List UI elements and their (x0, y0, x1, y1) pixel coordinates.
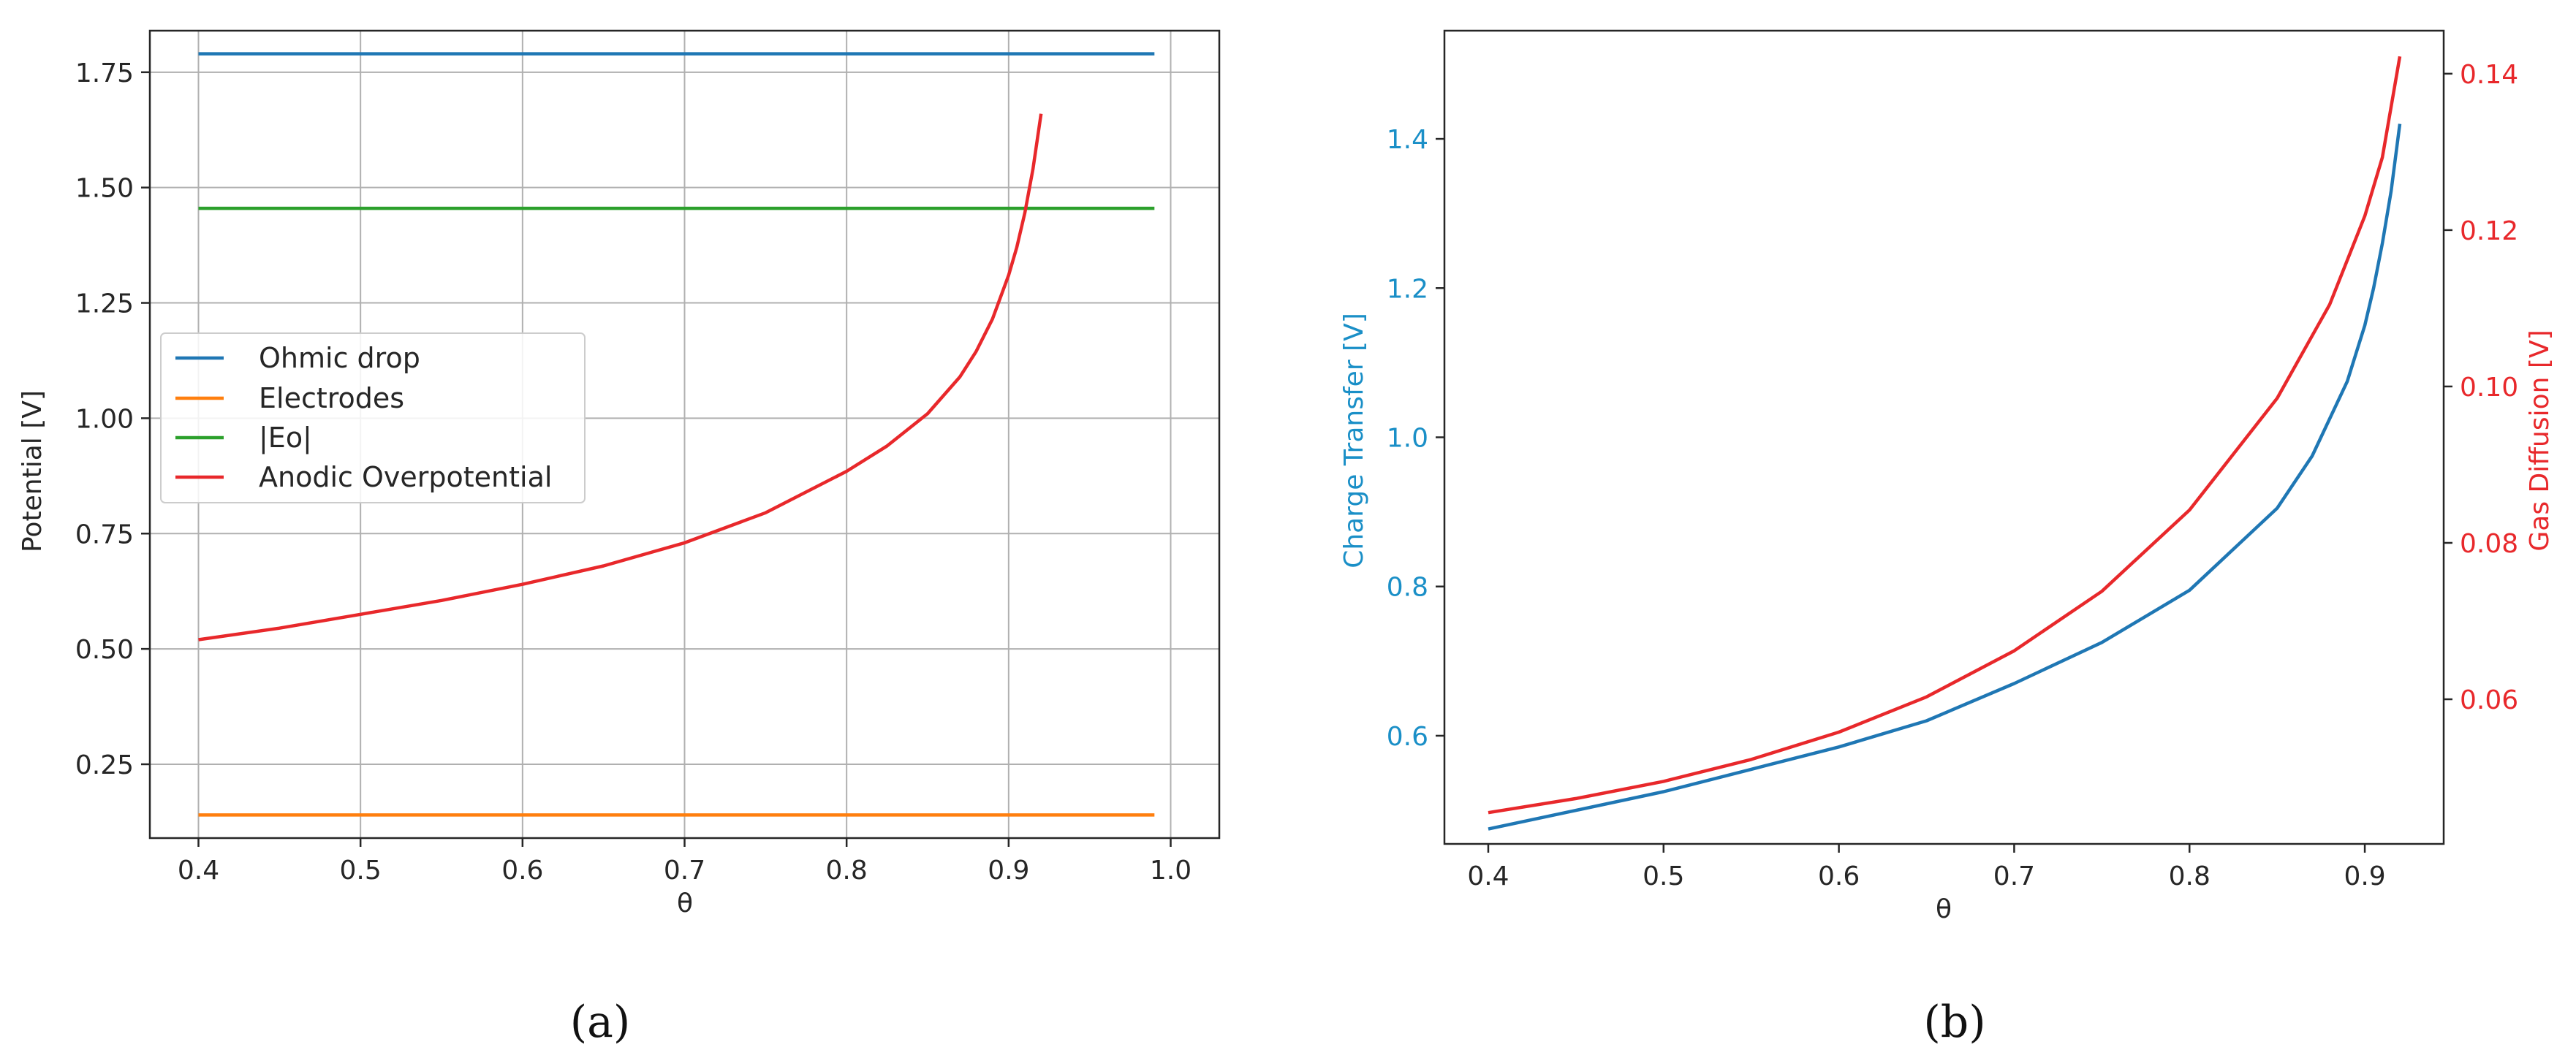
series-line-gas-diffusion (1488, 56, 2402, 815)
panel-b-right-y-ticks: 0.06 0.08 0.10 0.12 0.14 (2444, 60, 2518, 715)
panel-a-y-ticks: 0.25 0.50 0.75 1.00 1.25 1.50 1.75 (75, 58, 150, 780)
panel-a-series (198, 52, 1155, 817)
series-line-charge-transfer (1488, 123, 2402, 831)
panel-a-x-tick-label: 0.9 (988, 856, 1029, 886)
legend-label-anodic-overpotential: Anodic Overpotential (259, 461, 552, 493)
panel-b-right-y-tick-label: 0.08 (2460, 529, 2518, 559)
panel-a-chart: 0.4 0.5 0.6 0.7 0.8 0.9 1.0 0.25 0.50 0.75 1.00 1.… (18, 29, 1221, 1048)
panel-b-right-y-tick-label: 0.14 (2460, 60, 2518, 90)
panel-a-x-tick-label: 0.4 (178, 856, 219, 886)
panel-b-left-y-ticks: 0.6 0.8 1.0 1.2 1.4 (1387, 125, 1444, 752)
panel-a-y-tick-label: 1.25 (75, 289, 134, 319)
panel-b-right-y-tick-label: 0.10 (2460, 373, 2518, 403)
panel-b-x-tick-label: 0.5 (1643, 861, 1684, 891)
panel-b-right-y-tick-label: 0.12 (2460, 216, 2518, 246)
legend-label-ohmic-drop: Ohmic drop (259, 342, 420, 374)
panel-a-x-tick-label: 0.8 (826, 856, 868, 886)
panel-b-left-y-tick-label: 1.2 (1387, 274, 1428, 304)
panel-b-left-y-axis-label: Charge Transfer [V] (1339, 313, 1369, 568)
series-line-anodic-overpotential (198, 113, 1043, 642)
panel-b-x-tick-label: 0.6 (1818, 861, 1860, 891)
panel-b-left-y-tick-label: 1.0 (1387, 424, 1428, 454)
panel-b-x-tick-label: 0.9 (2344, 861, 2385, 891)
panel-b-caption: (b) (1923, 997, 1985, 1048)
panel-b-x-ticks: 0.4 0.5 0.6 0.7 0.8 0.9 (1467, 844, 2386, 891)
panel-a-legend: Ohmic drop Electrodes |Eo| Anodic Overpo… (160, 332, 586, 503)
panel-b-right-y-axis-label: Gas Diffusion [V] (2525, 330, 2555, 551)
panel-a-x-tick-label: 1.0 (1150, 856, 1192, 886)
legend-label-electrodes: Electrodes (259, 382, 404, 414)
panel-b-series (1488, 56, 2402, 831)
legend-label-eo: |Eo| (259, 422, 312, 454)
panel-a-caption: (a) (570, 997, 631, 1048)
panel-a-y-axis-label: Potential [V] (18, 390, 48, 552)
panel-a-x-tick-label: 0.5 (340, 856, 382, 886)
panel-a-x-tick-label: 0.7 (664, 856, 705, 886)
panel-a-legend-box (160, 332, 586, 503)
panel-b-chart: 0.4 0.5 0.6 0.7 0.8 0.9 0.60.81.01.21.4 0.060… (1339, 29, 2555, 1048)
panel-a-y-tick-label: 1.50 (75, 174, 134, 204)
panel-a-y-tick-label: 0.50 (75, 635, 134, 665)
panel-b-x-tick-label: 0.7 (1993, 861, 2035, 891)
panel-a-y-tick-label: 1.00 (75, 404, 134, 434)
panel-a-y-tick-label: 0.75 (75, 520, 134, 549)
panel-b-x-tick-label: 0.4 (1467, 861, 1509, 891)
panel-b-left-y-tick-label: 0.6 (1387, 722, 1428, 752)
panel-b-left-y-tick-label: 0.8 (1387, 573, 1428, 603)
panel-b-x-axis-label: θ (1936, 894, 1952, 924)
panel-a-x-ticks: 0.4 0.5 0.6 0.7 0.8 0.9 1.0 (178, 838, 1192, 886)
panel-b-left-y-tick-label: 1.4 (1387, 125, 1428, 155)
panel-b-right-y-tick-label: 0.06 (2460, 685, 2518, 715)
panel-a-x-tick-label: 0.6 (501, 856, 543, 886)
panel-a-x-axis-label: θ (677, 888, 693, 918)
panel-b-x-tick-label: 0.8 (2169, 861, 2211, 891)
panel-a-y-tick-label: 0.25 (75, 750, 134, 780)
panel-a-y-tick-label: 1.75 (75, 58, 134, 88)
